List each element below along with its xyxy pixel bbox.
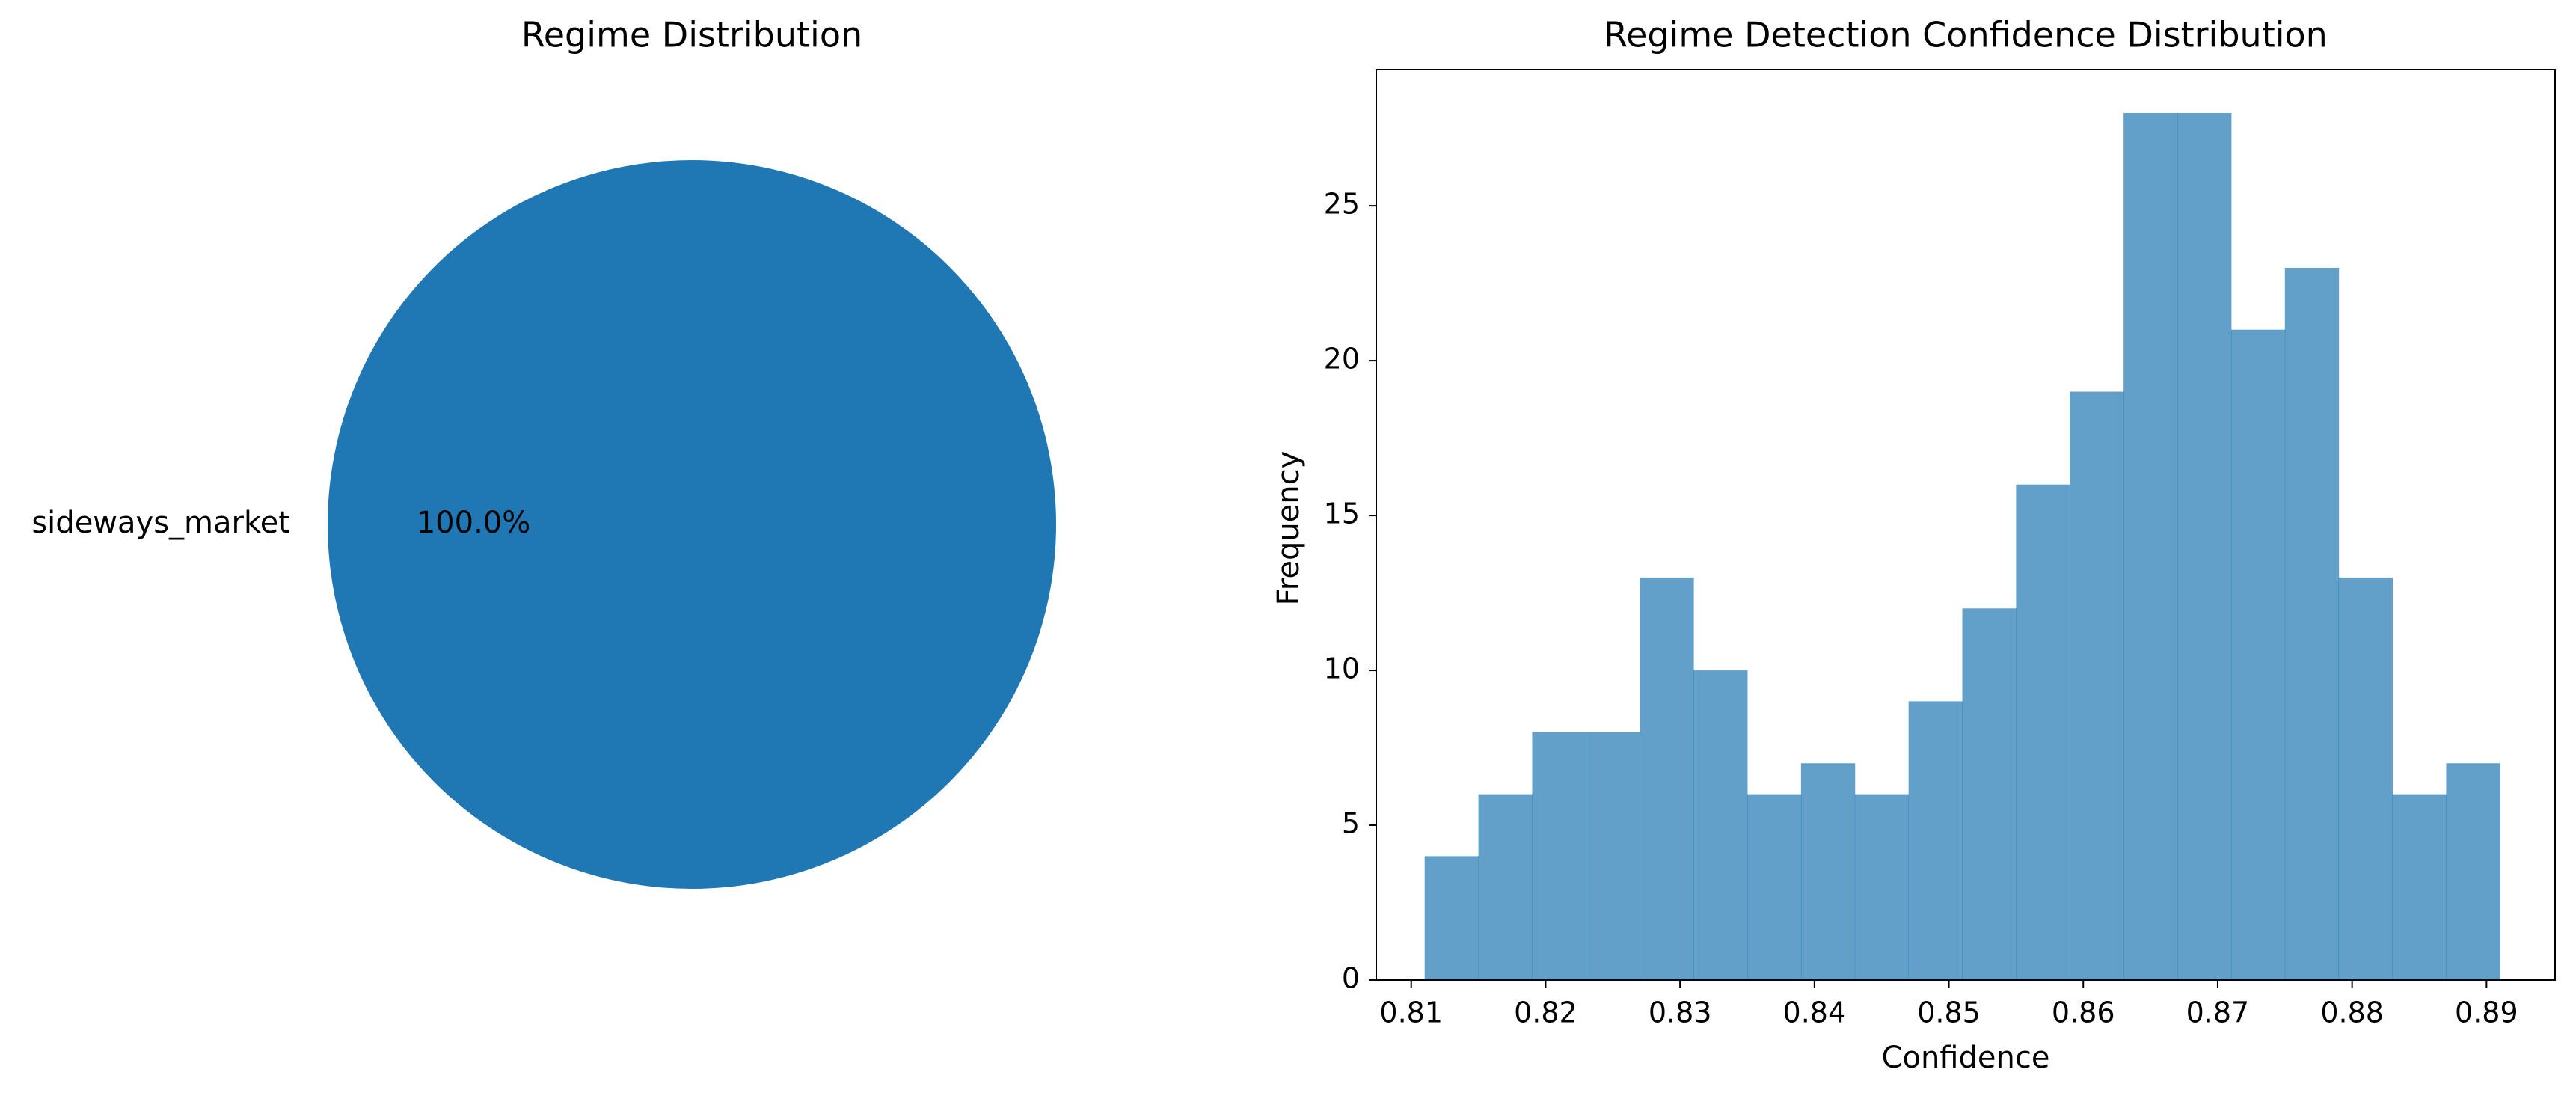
x-tick-label: 0.84 <box>1783 997 1847 1029</box>
y-axis-label: Frequency <box>1272 451 1306 606</box>
y-tick-label: 10 <box>1324 652 1360 685</box>
histogram-bar <box>1586 732 1640 980</box>
histogram-bar <box>1747 794 1802 980</box>
x-tick-label: 0.87 <box>2186 997 2250 1029</box>
histogram-bar <box>2123 112 2178 980</box>
x-axis-ticks: 0.81 0.82 0.83 0.84 0.85 0.86 0.87 0.88 0.89 <box>1379 980 2518 1029</box>
histogram-bar <box>2016 484 2070 980</box>
histogram-bar <box>1800 763 1856 980</box>
histogram-bar <box>1478 794 1533 980</box>
x-tick-label: 0.88 <box>2320 997 2384 1029</box>
histogram-bar <box>2392 794 2447 980</box>
histogram-bar <box>1693 670 1748 980</box>
histogram-bar <box>1908 701 1963 980</box>
histogram-bar <box>2070 391 2124 980</box>
histogram-bar <box>2177 112 2232 980</box>
histogram-title: Regime Detection Confidence Distribution <box>1604 15 2328 55</box>
x-tick-label: 0.82 <box>1514 997 1577 1029</box>
histogram-bar <box>2446 763 2500 980</box>
y-tick-label: 0 <box>1342 962 1360 995</box>
y-tick-label: 15 <box>1324 498 1360 530</box>
histogram-bar <box>1532 732 1586 980</box>
pie-slice-percent: 100.0% <box>417 506 531 540</box>
pie-slice-label: sideways_market <box>31 506 290 540</box>
histogram-chart: Regime Detection Confidence Distribution… <box>1272 15 2556 1075</box>
y-tick-label: 20 <box>1324 343 1360 376</box>
histogram-bar <box>2284 267 2340 980</box>
histogram-bar <box>2338 577 2393 980</box>
histogram-bar <box>1640 577 1694 980</box>
y-tick-label: 5 <box>1342 807 1360 840</box>
y-tick-label: 25 <box>1324 188 1360 221</box>
x-tick-label: 0.83 <box>1649 997 1712 1029</box>
x-tick-label: 0.89 <box>2455 997 2518 1029</box>
plot-frame <box>1376 69 2556 981</box>
histogram-bar <box>1962 608 2017 980</box>
pie-slice-sideways-market <box>328 160 1056 889</box>
y-axis-ticks: 0 5 10 15 20 25 <box>1324 188 1376 995</box>
pie-title: Regime Distribution <box>521 15 862 55</box>
pie-chart: Regime Distribution sideways_market 100.… <box>31 15 1056 889</box>
histogram-bar <box>2230 329 2286 980</box>
histogram-bar <box>1854 794 1910 980</box>
x-axis-label: Confidence <box>1882 1041 2050 1075</box>
x-tick-label: 0.81 <box>1379 997 1443 1029</box>
x-tick-label: 0.85 <box>1917 997 1981 1029</box>
x-tick-label: 0.86 <box>2052 997 2115 1029</box>
histogram-bars <box>1424 112 2500 980</box>
histogram-bar <box>1424 856 1479 980</box>
